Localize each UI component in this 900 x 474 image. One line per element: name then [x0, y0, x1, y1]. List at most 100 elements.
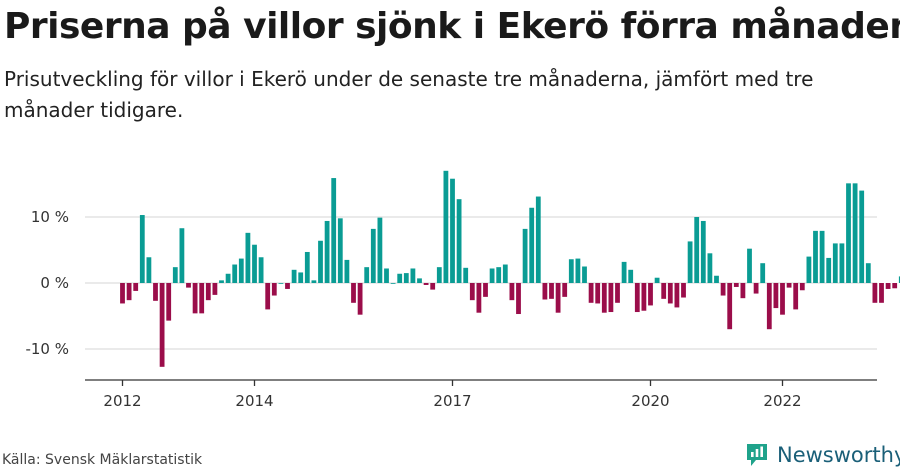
bar: [667, 283, 673, 304]
bar: [839, 243, 845, 283]
bar: [390, 283, 396, 284]
chart-subtitle: Prisutveckling för villor i Ekerö under …: [4, 67, 814, 122]
bar: [258, 257, 264, 283]
bar: [186, 283, 191, 288]
bar: [753, 283, 759, 294]
bar: [496, 267, 502, 283]
bar: [417, 278, 422, 283]
bar: [555, 283, 561, 313]
bar: [562, 283, 568, 297]
bar: [516, 283, 521, 315]
bar: [813, 230, 818, 283]
bar: [879, 283, 884, 303]
bar: [179, 228, 185, 283]
bar: [549, 283, 554, 299]
bar: [865, 263, 871, 283]
bar: [192, 283, 198, 314]
bar: [535, 196, 541, 283]
bar: [760, 263, 766, 283]
bar: [700, 220, 706, 283]
bar: [205, 283, 211, 301]
bar: [859, 190, 865, 283]
bar: [806, 256, 812, 283]
bar: [661, 283, 667, 299]
bar: [628, 269, 634, 283]
bar: [146, 257, 152, 283]
bar: [324, 220, 330, 283]
bar: [740, 283, 746, 299]
x-tick-label: 2020: [631, 392, 669, 410]
bar: [278, 283, 284, 284]
bar: [819, 230, 825, 283]
bar-series: [120, 170, 900, 367]
bar: [733, 283, 739, 287]
bar: [582, 266, 587, 283]
bar: [648, 283, 653, 306]
chart-title: Priserna på villor sjönk i Ekerö förra m…: [4, 6, 900, 47]
bar: [370, 228, 376, 283]
bar: [714, 275, 719, 283]
bar: [298, 272, 304, 283]
bar: [403, 273, 409, 283]
bar: [634, 283, 640, 313]
x-tick-label: 2017: [433, 392, 471, 410]
bar: [423, 283, 429, 285]
bar: [153, 283, 158, 301]
bar: [265, 283, 271, 310]
x-axis: [85, 379, 877, 386]
bar: [872, 283, 878, 303]
y-tick-label: 10 %: [31, 208, 69, 226]
bar: [621, 261, 627, 283]
bar: [542, 283, 548, 300]
bar: [133, 283, 139, 291]
bar: [252, 244, 257, 283]
bar: [291, 269, 297, 283]
bar: [430, 283, 436, 290]
bar: [601, 283, 607, 313]
bar: [463, 267, 469, 283]
bar: [832, 243, 838, 283]
bar: [225, 273, 231, 283]
y-tick-label: 0 %: [40, 274, 69, 292]
bar: [318, 240, 323, 283]
bar: [727, 283, 733, 330]
bar: [588, 283, 594, 303]
bar: [694, 217, 700, 283]
bar: [331, 178, 337, 283]
bar: [846, 183, 851, 283]
newsworthy-logo-icon: [747, 444, 767, 466]
bar: [364, 267, 370, 283]
bar: [568, 259, 574, 283]
bar: [384, 268, 389, 283]
bar: [199, 283, 205, 314]
bar: [304, 251, 310, 283]
bar: [786, 283, 792, 288]
x-tick-label: 2014: [235, 392, 273, 410]
bar: [357, 283, 363, 315]
bar: [852, 183, 858, 283]
bar: [344, 259, 350, 283]
bar: [720, 283, 726, 296]
bar: [509, 283, 515, 301]
bar: [707, 253, 713, 283]
bar: [238, 258, 244, 283]
bar: [575, 258, 581, 283]
bar: [773, 283, 779, 309]
bar: [172, 267, 178, 283]
bar: [595, 283, 601, 304]
bar: [285, 283, 290, 289]
bar: [799, 283, 805, 291]
bar: [522, 228, 528, 283]
bar: [483, 283, 488, 297]
bar: [166, 283, 172, 321]
bar: [502, 264, 508, 283]
bar: [271, 283, 277, 296]
bar: [443, 170, 449, 283]
brand-logo-group[interactable]: Newsworthy: [745, 440, 900, 470]
bar: [885, 283, 891, 289]
bar: [436, 267, 442, 283]
bar: [212, 283, 218, 295]
bar: [126, 283, 132, 301]
bar: [766, 283, 772, 330]
bar: [476, 283, 482, 313]
